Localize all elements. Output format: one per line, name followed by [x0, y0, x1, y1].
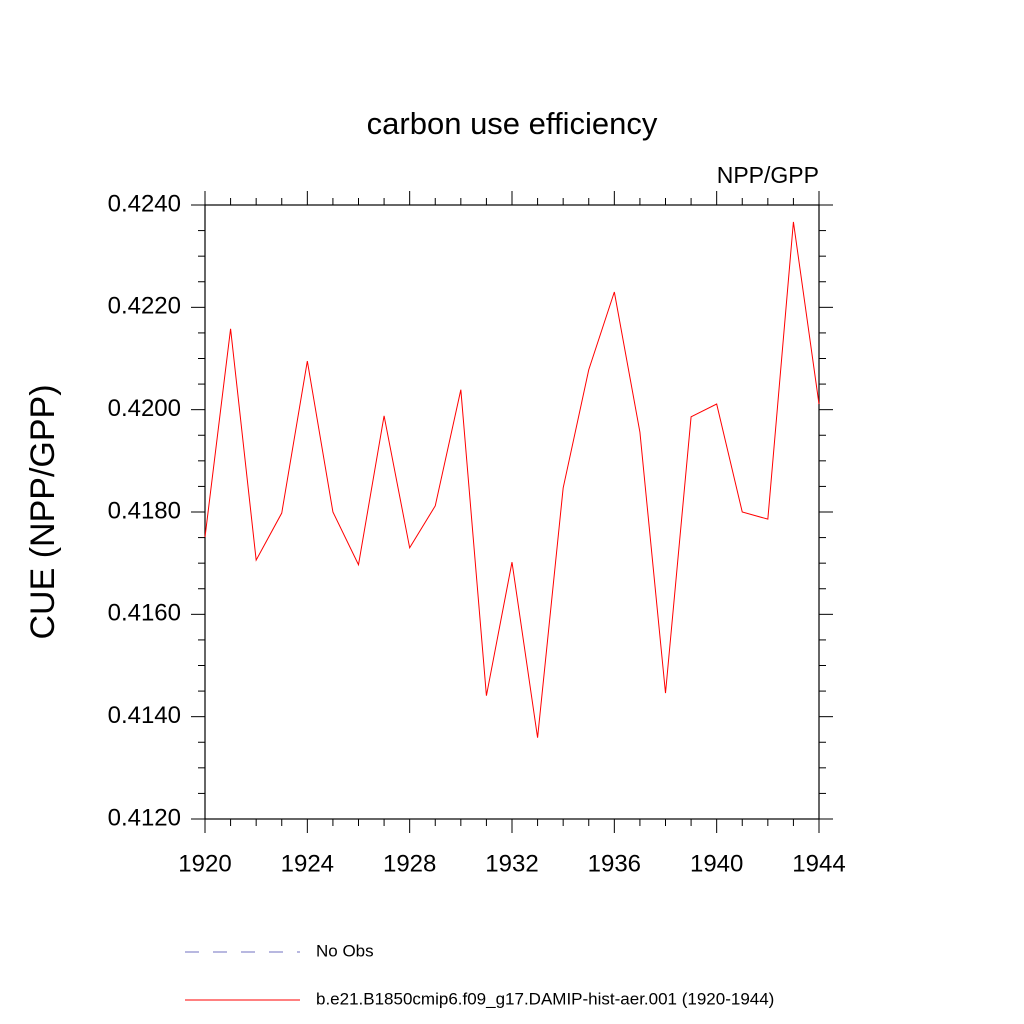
x-tick-label: 1940 [690, 850, 743, 877]
legend-label: b.e21.B1850cmip6.f09_g17.DAMIP-hist-aer.… [316, 989, 774, 1008]
y-axis-label: CUE (NPP/GPP) [24, 384, 62, 639]
subtitle: NPP/GPP [717, 162, 819, 188]
chart-title: carbon use efficiency [367, 106, 658, 141]
y-tick-label: 0.4120 [108, 804, 181, 831]
y-tick-label: 0.4140 [108, 702, 181, 729]
x-tick-label: 1932 [485, 850, 538, 877]
y-tick-label: 0.4240 [108, 190, 181, 217]
y-tick-label: 0.4220 [108, 293, 181, 320]
y-tick-label: 0.4180 [108, 497, 181, 524]
data-line [204, 221, 820, 738]
legend-label: No Obs [316, 941, 374, 960]
x-tick-label: 1920 [178, 850, 231, 877]
y-tick-label: 0.4160 [108, 600, 181, 627]
x-tick-label: 1944 [792, 850, 845, 877]
x-tick-label: 1936 [588, 850, 641, 877]
x-tick-label: 1924 [281, 850, 334, 877]
x-tick-label: 1928 [383, 850, 436, 877]
y-tick-label: 0.4200 [108, 395, 181, 422]
